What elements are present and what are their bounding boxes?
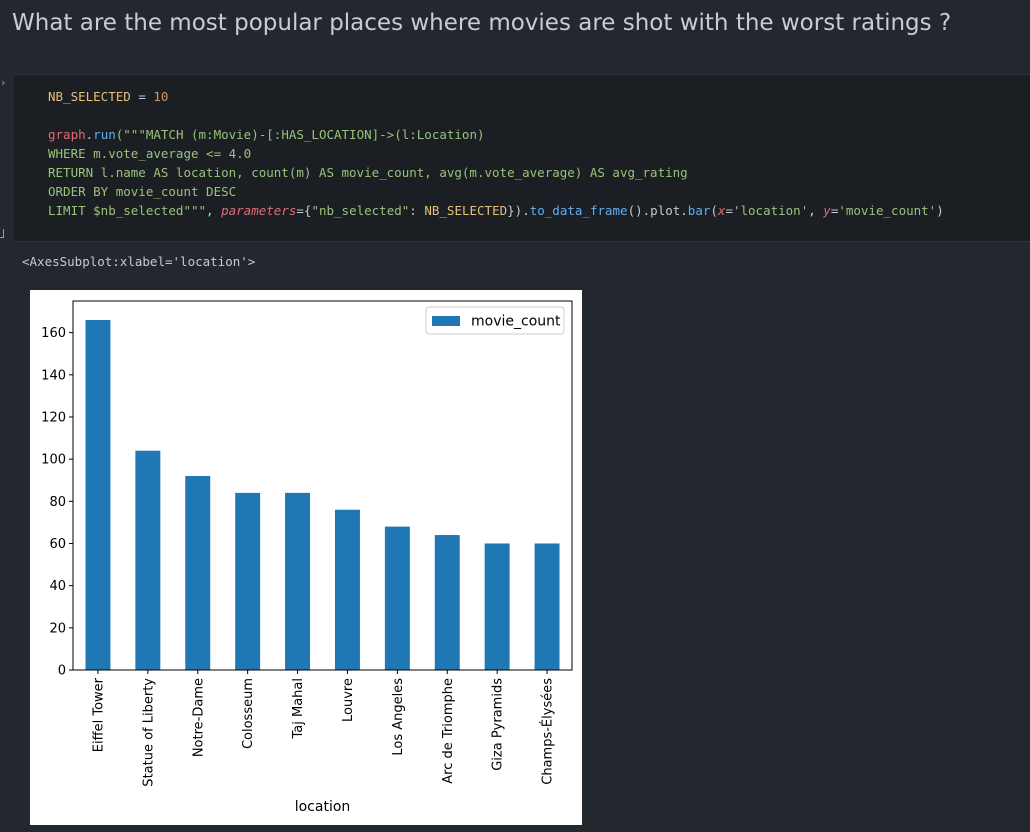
code-token: y (823, 203, 831, 218)
code-line: NB_SELECTED = 10 (48, 87, 944, 106)
x-tick-label-9: Champs-Élysées (540, 678, 556, 785)
y-tick-label-8: 160 (41, 326, 66, 341)
code-line: RETURN l.name AS location, count(m) AS m… (48, 163, 944, 182)
bar-4 (285, 492, 311, 670)
code-line: ORDER BY movie_count DESC (48, 182, 944, 201)
code-token: run (93, 127, 116, 142)
code-token: NB_SELECTED (424, 203, 508, 218)
x-tick-label-8: Giza Pyramids (491, 678, 506, 771)
bar-8 (484, 543, 510, 670)
x-tick-label-5: Louvre (341, 678, 356, 722)
code-token: LIMIT $nb_selected""" (48, 203, 207, 218)
code-token: . (85, 127, 94, 142)
bar-chart-figure: 0 20 40 60 80 100 120 140 160 Eiffel Tower Statue … (30, 290, 582, 825)
code-token: x (717, 203, 726, 218)
code-token: , (206, 203, 222, 218)
code-token: ) (936, 203, 944, 218)
x-tick-label-0: Eiffel Tower (91, 677, 106, 752)
cell-output-text: <AxesSubplot:xlabel='location'> (22, 254, 256, 269)
code-token: "nb_selected" (311, 203, 410, 218)
code-cell[interactable]: NB_SELECTED = 10 graph.run("""MATCH (m:Mo… (14, 74, 1030, 242)
code-token: 'movie_count' (838, 203, 937, 218)
bar-3 (235, 492, 261, 670)
y-tick-label-5: 100 (41, 453, 66, 468)
x-axis-label: location (295, 799, 351, 815)
code-token: 10 (153, 89, 169, 104)
code-token: ( (710, 203, 718, 218)
bar-7 (434, 535, 460, 670)
code-token: = (830, 203, 839, 218)
code-token: WHERE m.vote_average <= 4.0 (48, 146, 252, 161)
code-token: = (130, 89, 154, 104)
code-token: , (808, 203, 824, 218)
x-tick-label-3: Colosseum (241, 678, 256, 749)
y-tick-label-0: 0 (58, 664, 66, 679)
code-line: graph.run("""MATCH (m:Movie)-[:HAS_LOCAT… (48, 125, 944, 144)
bar-5 (334, 509, 360, 670)
y-tick-label-7: 140 (41, 368, 66, 383)
bar-1 (135, 450, 161, 670)
code-token: parameters (221, 203, 297, 218)
plot-frame (72, 300, 573, 671)
code-token: () (627, 203, 643, 218)
legend-swatch (432, 316, 460, 326)
x-tick-label-6: Los Angeles (391, 678, 406, 756)
code-token: .plot. (642, 203, 688, 218)
x-tick-label-7: Arc de Triomphe (441, 678, 456, 784)
y-tick-label-6: 120 (41, 410, 66, 425)
code-line (48, 106, 944, 125)
code-token: . (522, 203, 530, 218)
code-token: 'location' (732, 203, 809, 218)
code-token: NB_SELECTED (48, 89, 131, 104)
code-token: ("""MATCH (m:Movie)-[:HAS_LOCATION]->(l:… (115, 127, 485, 142)
code-token: { (303, 203, 312, 218)
markdown-heading: What are the most popular places where m… (12, 10, 952, 36)
code-token: ORDER BY movie_count DESC (48, 184, 237, 199)
code-token: RETURN l.name AS location, count(m) AS m… (48, 165, 688, 180)
legend-label: movie_count (471, 314, 561, 330)
collapse-chevron-icon[interactable]: › (1, 76, 6, 89)
y-tick-label-4: 80 (49, 495, 66, 510)
code-token: : (409, 203, 425, 218)
y-tick-label-1: 20 (49, 621, 66, 636)
y-tick-label-2: 40 (49, 579, 66, 594)
cell-gutter-bracket (0, 229, 4, 238)
x-tick-label-2: Notre-Dame (191, 678, 206, 757)
x-tick-label-4: Taj Mahal (291, 678, 306, 740)
code-token: bar (687, 203, 711, 218)
bar-chart: 0 20 40 60 80 100 120 140 160 Eiffel Tower Statue … (41, 300, 573, 815)
code-line: WHERE m.vote_average <= 4.0 (48, 144, 944, 163)
legend-box (425, 306, 565, 335)
bar-2 (185, 476, 211, 670)
x-tick-label-1: Statue of Liberty (141, 678, 156, 787)
bar-9 (534, 543, 560, 670)
code-token: }) (507, 203, 523, 218)
bar-0 (85, 319, 111, 670)
y-tick-label-3: 60 (49, 537, 66, 552)
code-editor[interactable]: NB_SELECTED = 10 graph.run("""MATCH (m:Mo… (48, 87, 944, 220)
code-token: = (296, 203, 304, 218)
code-line: LIMIT $nb_selected""", parameters={"nb_s… (48, 201, 944, 220)
bar-6 (384, 526, 410, 670)
code-token: = (725, 203, 733, 218)
code-token: graph (48, 127, 86, 142)
code-token: to_data_frame (529, 203, 628, 218)
